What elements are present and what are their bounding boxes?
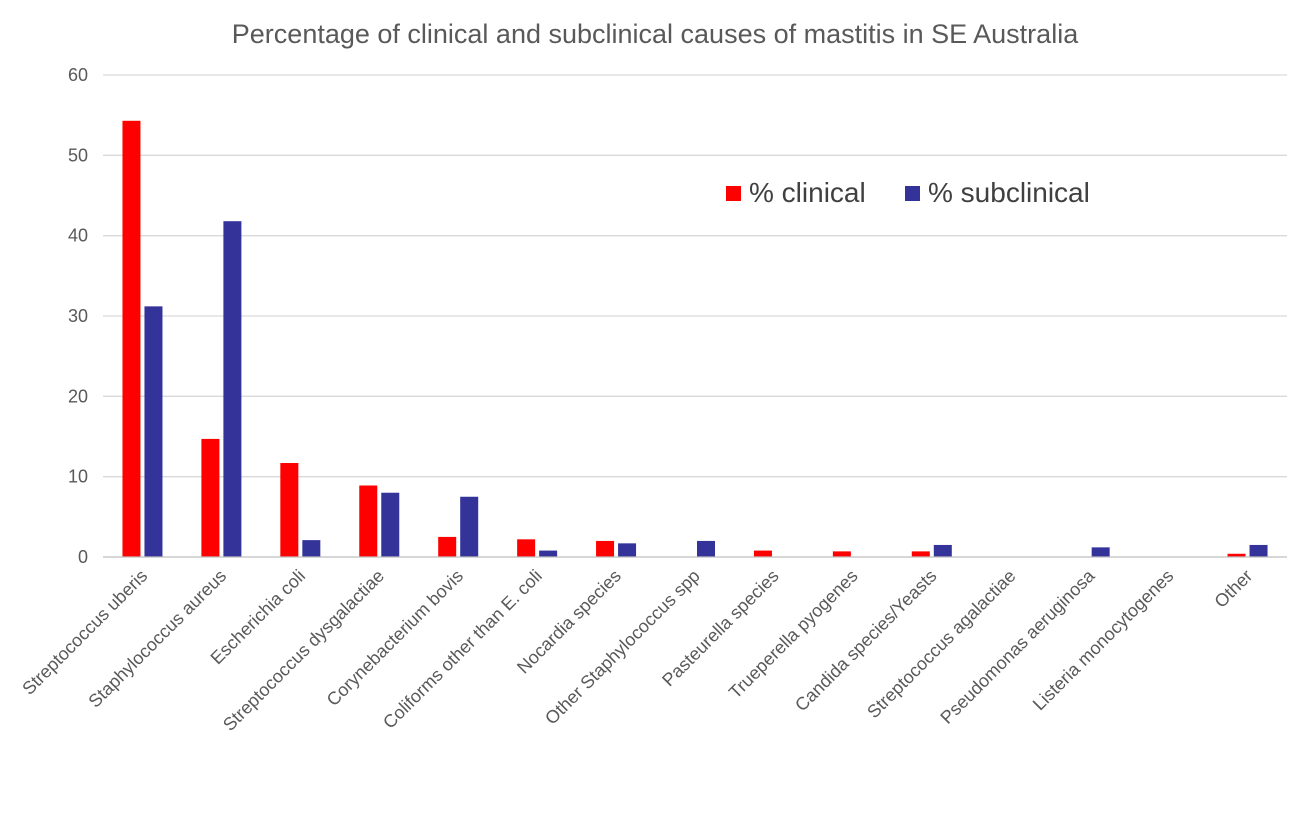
bar-subclinical-7: [697, 540, 715, 557]
y-tick-label: 60: [68, 65, 88, 85]
x-tick-label: Corynebacterium bovis: [323, 566, 467, 710]
bar-clinical-10: [911, 551, 930, 557]
legend-swatch-clinical: [726, 186, 741, 201]
bar-clinical-2: [280, 463, 299, 557]
bar-clinical-6: [596, 540, 615, 557]
y-tick-label: 10: [68, 467, 88, 487]
bar-subclinical-6: [618, 543, 637, 557]
bar-subclinical-10: [933, 544, 952, 557]
x-tick-label: Trueperella pyogenes: [725, 566, 862, 703]
legend: % clinical % subclinical: [726, 177, 1090, 208]
legend-swatch-subclinical: [905, 186, 920, 201]
bar-subclinical-12: [1091, 547, 1110, 557]
x-tick-label: Pseudomonas aeruginosa: [936, 565, 1099, 728]
bar-clinical-4: [438, 536, 457, 557]
bars: [122, 120, 1268, 557]
y-tick-label: 0: [78, 547, 88, 567]
x-tick-label: Coliforms other than E. coli: [379, 566, 546, 733]
bar-clinical-0: [122, 120, 141, 557]
bar-subclinical-1: [223, 221, 242, 557]
bar-clinical-3: [359, 485, 378, 557]
x-tick-label: Staphylococcus aureus: [84, 566, 230, 712]
y-axis-ticks: 0 10 20 30 40 50 60: [68, 65, 88, 567]
bar-clinical-14: [1227, 553, 1246, 557]
y-tick-label: 50: [68, 145, 88, 165]
x-tick-label: Other Staphylococcus spp: [541, 566, 704, 729]
bar-subclinical-4: [460, 496, 479, 557]
bar-clinical-8: [753, 550, 772, 557]
x-tick-label: Candida species/Yeasts: [791, 566, 941, 716]
legend-label-subclinical: % subclinical: [928, 177, 1090, 208]
bar-subclinical-14: [1249, 544, 1268, 557]
y-tick-label: 30: [68, 306, 88, 326]
bar-clinical-5: [517, 539, 536, 557]
bar-subclinical-5: [539, 550, 558, 557]
x-tick-label: Other: [1210, 566, 1256, 612]
bar-subclinical-3: [381, 492, 400, 557]
bar-subclinical-2: [302, 540, 321, 557]
y-tick-label: 20: [68, 386, 88, 406]
x-tick-label: Streptococcus uberis: [18, 566, 151, 699]
legend-label-clinical: % clinical: [749, 177, 866, 208]
bar-clinical-9: [832, 551, 851, 557]
bar-clinical-1: [201, 438, 220, 557]
x-tick-label: Streptococcus dysgalactiae: [219, 566, 388, 735]
chart-title: Percentage of clinical and subclinical c…: [232, 19, 1079, 49]
x-tick-label: Streptococcus agalactiae: [863, 566, 1019, 722]
y-tick-label: 40: [68, 226, 88, 246]
x-tick-label: Listeria monocytogenes: [1029, 566, 1178, 715]
bar-subclinical-0: [144, 306, 163, 557]
gridlines: [103, 74, 1287, 478]
